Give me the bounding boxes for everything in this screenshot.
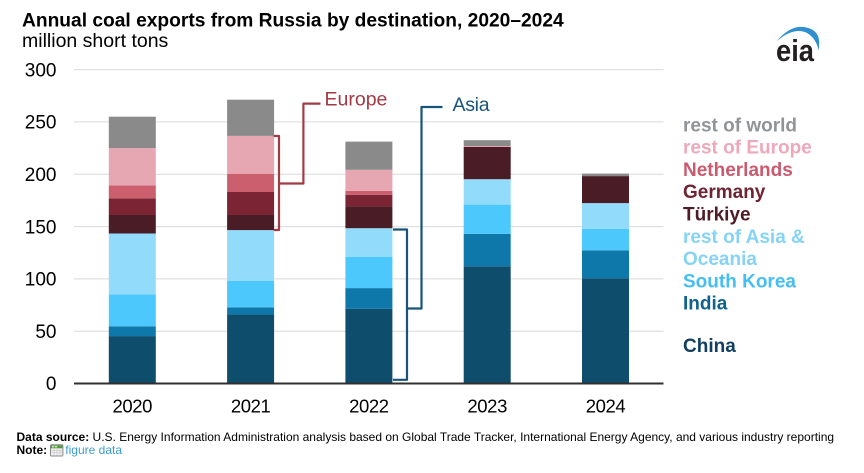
svg-text:South Korea: South Korea — [683, 271, 796, 292]
svg-text:2023: 2023 — [467, 396, 507, 417]
svg-text:250: 250 — [25, 113, 57, 134]
svg-text:figure data: figure data — [65, 443, 122, 457]
svg-text:2024: 2024 — [586, 396, 626, 417]
svg-text:2020: 2020 — [113, 396, 153, 417]
svg-text:2021: 2021 — [231, 396, 271, 417]
svg-text:Data source: U.S. Energy Infor: Data source: U.S. Energy Information Adm… — [17, 430, 835, 444]
svg-text:150: 150 — [25, 217, 57, 238]
svg-text:200: 200 — [25, 165, 57, 186]
svg-text:Germany: Germany — [683, 182, 766, 203]
svg-text:2022: 2022 — [349, 396, 389, 417]
svg-text:Türkiye: Türkiye — [683, 205, 751, 226]
svg-text:Europe: Europe — [325, 89, 388, 111]
svg-text:Oceania: Oceania — [683, 249, 757, 270]
svg-text:rest of Asia &: rest of Asia & — [683, 227, 805, 248]
svg-text:eia: eia — [776, 33, 815, 68]
svg-text:50: 50 — [35, 322, 56, 343]
svg-text:0: 0 — [46, 374, 57, 395]
svg-text:rest of world: rest of world — [683, 115, 797, 136]
svg-text:million short tons: million short tons — [22, 30, 169, 52]
svg-text:Asia: Asia — [453, 94, 490, 116]
svg-text:China: China — [683, 336, 736, 357]
svg-text:rest of Europe: rest of Europe — [683, 138, 812, 159]
svg-text:100: 100 — [25, 270, 57, 291]
svg-text:300: 300 — [25, 60, 57, 81]
svg-text:Netherlands: Netherlands — [683, 160, 793, 181]
svg-text:Note:: Note: — [17, 443, 48, 457]
svg-text:India: India — [683, 294, 728, 315]
svg-text:Annual coal exports from Russi: Annual coal exports from Russia by desti… — [22, 11, 564, 32]
